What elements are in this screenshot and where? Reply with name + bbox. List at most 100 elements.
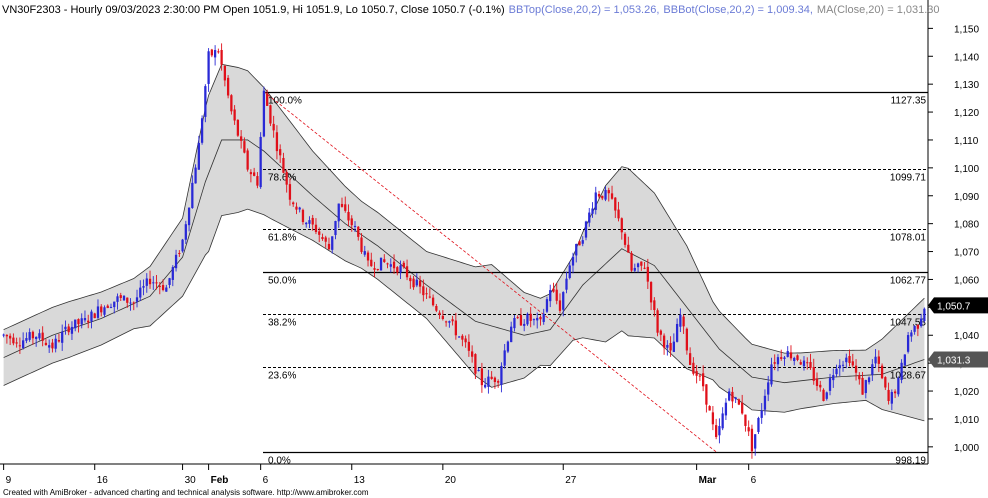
candle [649, 281, 653, 311]
candle [708, 405, 711, 411]
candle [780, 349, 783, 361]
candle [295, 202, 298, 215]
footer-credit: Created with AmiBroker - advanced charti… [3, 488, 369, 497]
candle [656, 308, 659, 337]
candle [643, 262, 646, 270]
candle [623, 232, 627, 248]
candle [864, 379, 867, 399]
fib-trend-line [263, 91, 717, 453]
x-tick-label: 9 [6, 475, 12, 486]
candle [454, 312, 458, 340]
bollinger-band-fill [3, 64, 925, 421]
candle [493, 376, 497, 389]
candle [812, 358, 815, 385]
candle [210, 48, 213, 58]
candle [887, 382, 890, 405]
candle [386, 262, 389, 269]
candle [402, 260, 405, 269]
candle [688, 347, 692, 366]
candle [666, 340, 669, 356]
candle [653, 297, 656, 317]
fib-value-label: 1099.71 [890, 173, 927, 184]
candle [627, 236, 630, 253]
candle [18, 337, 22, 354]
candle [906, 331, 910, 354]
ma-value-tag: 1,031.3 [928, 351, 988, 368]
candle [25, 332, 28, 344]
candle [87, 314, 90, 329]
candle [474, 353, 477, 380]
candle [35, 336, 38, 347]
candle [672, 333, 675, 353]
candle [799, 359, 802, 366]
axes-layer: 1,150 1,140 1,130 1,120 1,110 1,100 1,090 1,080… [0, 0, 988, 486]
candle [500, 362, 503, 393]
candle [910, 329, 913, 342]
candle [484, 378, 487, 389]
candle [64, 320, 67, 335]
candle [174, 249, 178, 272]
candle [51, 338, 54, 353]
y-tick-label: 1,010 [954, 415, 979, 426]
fib-value-label: 1062.77 [890, 276, 927, 287]
candle [825, 391, 828, 401]
candle [822, 388, 825, 402]
candle [581, 236, 584, 247]
y-tick-label: 1,020 [954, 387, 979, 398]
candle [802, 356, 806, 371]
candle [122, 295, 126, 301]
bbbot-text: BBBot(Close,20,2) = 1,009.34, [663, 4, 813, 16]
candle [230, 94, 233, 115]
candle [207, 48, 210, 92]
candle [591, 202, 594, 218]
ma-text: MA(Close,20) = 1,031.30 [817, 4, 940, 16]
candle [731, 387, 734, 409]
candle [272, 115, 275, 138]
candle [161, 279, 165, 292]
candle [880, 363, 884, 380]
candle [61, 324, 64, 351]
candle [360, 233, 363, 254]
candle [132, 301, 135, 311]
candle [28, 328, 31, 342]
y-tick-label: 1,000 [954, 443, 979, 454]
candle [126, 297, 129, 308]
candle [399, 260, 402, 280]
candle [305, 221, 308, 228]
y-tick-label: 1,040 [954, 331, 979, 342]
candle [96, 299, 100, 320]
candle [48, 339, 51, 353]
candle [503, 344, 506, 369]
x-tick-label: 16 [97, 475, 109, 486]
candle [90, 309, 93, 329]
candle [5, 334, 9, 344]
candle [695, 365, 698, 384]
candle [786, 346, 789, 358]
fib-value-label: 1028.67 [890, 371, 927, 382]
candle [617, 201, 620, 222]
candle [318, 227, 321, 243]
candle [526, 312, 529, 326]
candle [44, 339, 48, 346]
candle [890, 389, 893, 411]
candle [187, 207, 191, 232]
candle [601, 195, 604, 201]
candle [74, 319, 77, 332]
candle [884, 376, 887, 391]
candle [916, 324, 920, 337]
candle [298, 206, 301, 213]
candle [292, 201, 295, 207]
candle [405, 259, 409, 281]
candle [770, 357, 773, 387]
candle [783, 356, 786, 366]
candle [223, 64, 227, 87]
fib-percent-label: 38.2% [268, 318, 296, 329]
candle [243, 137, 246, 154]
candle [15, 337, 18, 348]
candle [845, 353, 848, 369]
candle [142, 279, 145, 296]
candle [734, 396, 737, 404]
candle [285, 169, 288, 193]
x-tick-label: 13 [354, 475, 366, 486]
